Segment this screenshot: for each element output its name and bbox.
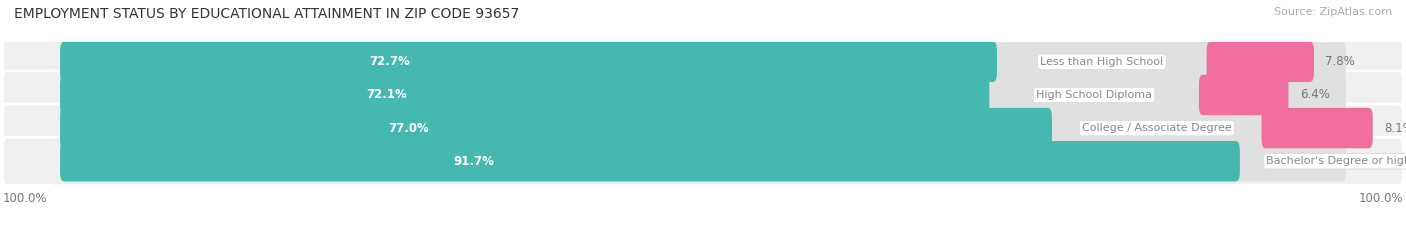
FancyBboxPatch shape [3,38,1403,86]
FancyBboxPatch shape [3,71,1403,119]
Text: 72.1%: 72.1% [366,89,406,101]
Text: Less than High School: Less than High School [1040,57,1163,67]
Text: 77.0%: 77.0% [388,122,429,135]
FancyBboxPatch shape [60,75,990,115]
Text: 100.0%: 100.0% [3,192,46,205]
Text: 8.1%: 8.1% [1385,122,1406,135]
FancyBboxPatch shape [1261,108,1372,148]
FancyBboxPatch shape [60,141,1240,182]
FancyBboxPatch shape [3,137,1403,185]
Text: 6.4%: 6.4% [1301,89,1330,101]
FancyBboxPatch shape [1206,42,1315,82]
Text: 72.7%: 72.7% [368,55,409,68]
Text: 91.7%: 91.7% [454,155,495,168]
FancyBboxPatch shape [60,75,1346,115]
Text: EMPLOYMENT STATUS BY EDUCATIONAL ATTAINMENT IN ZIP CODE 93657: EMPLOYMENT STATUS BY EDUCATIONAL ATTAINM… [14,7,519,21]
Text: High School Diploma: High School Diploma [1036,90,1152,100]
FancyBboxPatch shape [60,42,1346,82]
FancyBboxPatch shape [60,108,1052,148]
FancyBboxPatch shape [60,108,1346,148]
FancyBboxPatch shape [60,141,1346,182]
Text: College / Associate Degree: College / Associate Degree [1081,123,1232,133]
FancyBboxPatch shape [1199,75,1288,115]
Text: 100.0%: 100.0% [1360,192,1403,205]
FancyBboxPatch shape [60,42,997,82]
Text: Source: ZipAtlas.com: Source: ZipAtlas.com [1274,7,1392,17]
Text: Bachelor's Degree or higher: Bachelor's Degree or higher [1267,156,1406,166]
Text: 7.8%: 7.8% [1326,55,1355,68]
FancyBboxPatch shape [3,104,1403,152]
